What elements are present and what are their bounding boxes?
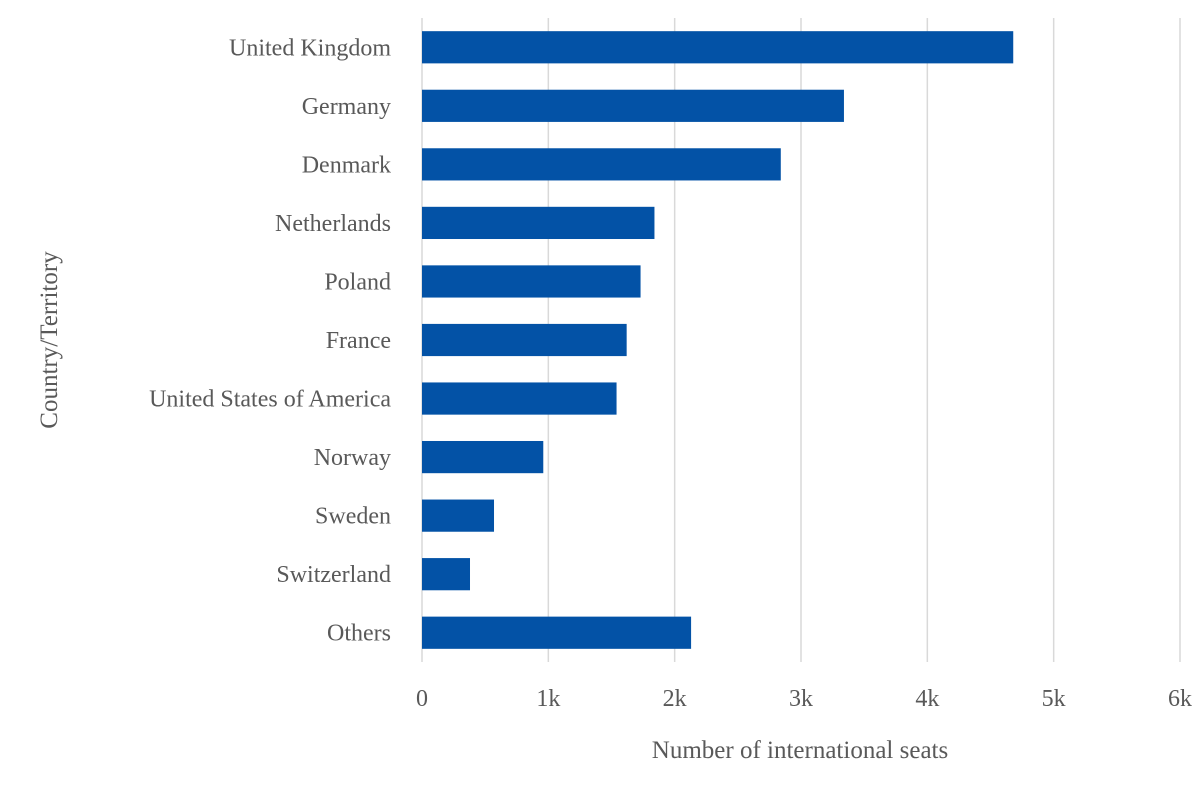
category-label: Germany xyxy=(302,94,391,120)
bar xyxy=(422,31,1014,64)
y-axis-title: Country/Territory xyxy=(36,251,63,429)
x-tick-label: 2k xyxy=(663,686,687,712)
category-label: Switzerland xyxy=(276,562,391,588)
category-label: Sweden xyxy=(315,504,391,530)
bar xyxy=(422,616,692,649)
bar xyxy=(422,323,627,357)
bar xyxy=(422,382,617,415)
x-tick-label: 3k xyxy=(789,686,813,712)
x-tick-label: 4k xyxy=(915,686,939,712)
category-label: Poland xyxy=(324,269,391,295)
category-label: Norway xyxy=(314,445,391,471)
category-label: Netherlands xyxy=(275,211,391,237)
x-tick-labels: 0 1k 2k 3k 4k 5k 6k xyxy=(416,686,1192,712)
bar xyxy=(422,558,471,591)
category-label: Others xyxy=(327,621,391,647)
bar xyxy=(422,148,781,181)
x-tick-label: 6k xyxy=(1168,686,1192,712)
category-label: United States of America xyxy=(149,387,391,413)
x-tick-label: 1k xyxy=(536,686,560,712)
bar xyxy=(422,89,844,122)
x-tick-label: 5k xyxy=(1042,686,1066,712)
bar xyxy=(422,265,641,298)
bar xyxy=(422,440,544,474)
bar xyxy=(422,499,495,532)
gridlines xyxy=(421,18,1181,662)
bar xyxy=(422,206,655,240)
x-tick-label: 0 xyxy=(416,686,428,712)
category-label: United Kingdom xyxy=(229,35,391,61)
bars xyxy=(422,31,1014,649)
category-labels: United Kingdom Germany Denmark Netherlands P… xyxy=(149,35,391,646)
category-label: Denmark xyxy=(302,152,391,178)
category-label: France xyxy=(326,328,391,354)
x-axis-title: Number of international seats xyxy=(652,737,948,764)
